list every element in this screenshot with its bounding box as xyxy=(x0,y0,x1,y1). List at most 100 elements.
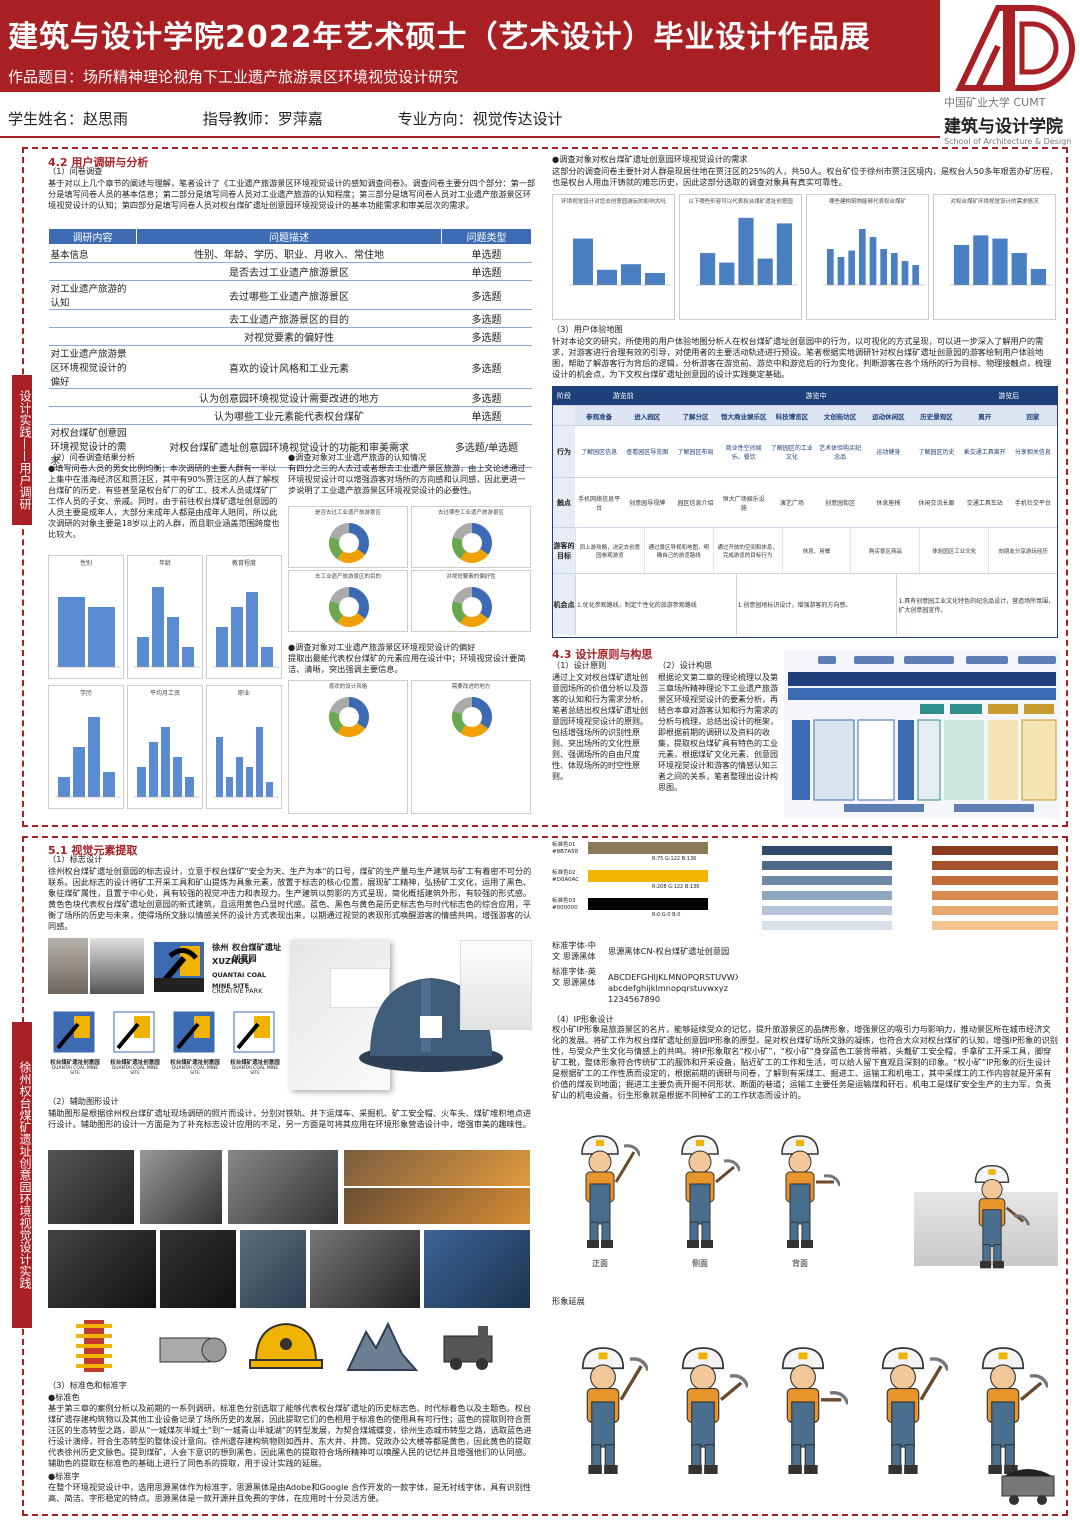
site-photo xyxy=(160,1230,236,1308)
major-name: 专业方向：视觉传达设计 xyxy=(397,110,563,128)
table-cell: 认为创意园环境视觉设计需要改进的地方 xyxy=(136,388,442,407)
safety-helmet-icon xyxy=(249,1322,323,1369)
mini-chart-title: 教育程度 xyxy=(231,560,256,567)
mini-bar xyxy=(256,727,263,797)
auxiliary-graphics-text: 辅助图形是根据徐州权台煤矿遗址现场调研的照片而设计，分别对铁轨、井下运煤车、采掘… xyxy=(48,1108,532,1129)
journey-cell: 创意园街区 xyxy=(825,500,856,507)
mini-bar xyxy=(182,647,194,667)
mini-chart-bars xyxy=(213,727,279,798)
table-cell xyxy=(48,388,137,407)
auxiliary-color-swatch xyxy=(932,906,1058,915)
demand-chart: 环境视觉设计对您去创意园游玩的影响大吗 xyxy=(552,194,675,320)
journey-cell: 手机社交平台 xyxy=(1014,500,1051,507)
logo-variant: 权台煤矿遗址创意园 QUANTAI COAL MINE SITE xyxy=(48,1010,102,1086)
school-logo-text: 中国矿业大学 CUMT 建筑与设计学院 School of Architectu… xyxy=(944,94,1078,146)
standard-color-swatch xyxy=(588,870,708,882)
logo-variant-mark-icon xyxy=(113,1011,155,1053)
header-divider xyxy=(0,136,940,138)
journey-cell: 查看园区导览图 xyxy=(626,449,669,456)
ip-design-subtitle: （4）IP形象设计 xyxy=(552,1014,614,1024)
table-cell: 多选题 xyxy=(441,280,532,310)
color-font-subtitle: （3）标准色和标准字 xyxy=(48,1380,127,1390)
questionnaire-text: 基于对以上几个章节的阐述与理解，笔者设计了《工业遗产旅游景区环境视觉设计的感知调… xyxy=(48,178,536,210)
mini-bar xyxy=(88,607,115,667)
table-row: 去工业遗产旅游景区的目的 多选题 xyxy=(48,309,532,328)
demand-bar xyxy=(954,245,970,285)
pie-chart-title: 喜欢的设计风格 xyxy=(328,684,368,690)
table-cell: 多选题/单选题 xyxy=(441,424,532,468)
site-photo xyxy=(48,1150,134,1224)
pie-chart: 需要改进的地方 xyxy=(411,680,531,814)
logo-design-text: 徐州权台煤矿遗址创意园的标志设计，立意于权台煤矿“安全为天、生产为本”的口号，煤… xyxy=(48,866,532,931)
journey-cell: 了解园区信息 xyxy=(581,449,618,456)
journey-column-header: 参观准备 xyxy=(586,412,613,421)
demand-chart: 以下哪些形容可以代表权台煤矿遗址创意园 xyxy=(679,194,802,320)
pie-chart-title: 需要改进的地方 xyxy=(451,684,491,690)
pie-chart: 对视觉要素的偏好性 xyxy=(411,570,531,632)
chimney-photo xyxy=(48,938,88,994)
logo-card-pinyin: XUZHOU xyxy=(212,956,252,966)
journey-cell: 恒大广场娱乐设施 xyxy=(722,495,765,512)
mini-chart: 学历 xyxy=(48,685,124,809)
project-title: 作品题目：场所精神理论视角下工业遗产旅游景区环境视觉设计研究 xyxy=(8,68,459,86)
principle-text: 通过上文对权台煤矿遗址创意园场所的价值分析以及游客的认知和行为需求分析，笔者总结… xyxy=(552,673,648,781)
logo-variant-en: QUANTAI COAL MINE SITE xyxy=(51,1066,99,1076)
mini-bar xyxy=(152,587,164,667)
pie-svg xyxy=(452,523,492,563)
school-name: 建筑与设计学院 xyxy=(944,117,1063,137)
standard-color-text: 基于第三章的案例分析以及前期的一系列调研，标准色分别选取了能够代表权台煤矿遗址的… xyxy=(48,1403,532,1468)
auxiliary-color-swatch xyxy=(762,861,892,870)
journey-row-label xyxy=(553,406,575,425)
journey-cell: 了解园区布局 xyxy=(677,449,714,456)
pie-chart: 是否去过工业遗产旅游景区 xyxy=(288,506,408,568)
table-header: 问题描述 xyxy=(136,228,442,245)
header: 建筑与设计学院2022年艺术硕士（艺术设计）毕业设计作品展 作品题目：场所精神理… xyxy=(0,0,1080,140)
demand-bar xyxy=(621,264,641,285)
auxiliary-color-swatch xyxy=(762,876,892,885)
user-journey-map: 阶段 游览前 游览中 游览后 参观准备 进入园区 了解分区 恒大商业娱乐区 科技博览区 文… xyxy=(552,386,1058,638)
journey-cell: 向朋友分享游玩经历 xyxy=(988,528,1057,573)
mini-bar xyxy=(58,597,85,667)
standard-font-text: 在整个环境视觉设计中，选用思源黑体作为标准字，思源黑体是由Adobe和Googl… xyxy=(48,1482,532,1503)
journey-cell: 创意园导视牌 xyxy=(629,500,666,507)
table-header: 调研内容 xyxy=(48,228,137,245)
standard-font-title: ●标准字 xyxy=(48,1471,80,1481)
ip-character-extensions xyxy=(552,1306,1058,1510)
auxiliary-color-swatch xyxy=(762,891,892,900)
practice-side-tab: 徐州权台煤矿遗址创意园环境视觉设计实践 xyxy=(12,1022,32,1328)
journey-column-header: 科技博览区 xyxy=(775,412,809,421)
demand-title: ●调查对象对权台煤矿遗址创意园环境视觉设计的需求 xyxy=(552,154,748,164)
mini-bar xyxy=(246,592,258,667)
table-cell xyxy=(48,406,137,425)
demand-text: 这部分的调查问卷主要针对人群是现居住地在贾汪区的25%的人，共50人。权台矿位于… xyxy=(552,166,1058,187)
concept-subtitle: （2）设计构思 xyxy=(658,660,713,670)
pie-slice xyxy=(460,717,489,737)
mini-chart: 职业 xyxy=(206,685,282,809)
demand-bar xyxy=(1011,253,1027,285)
pie-slice xyxy=(337,543,366,563)
journey-column-header: 历史景观区 xyxy=(920,412,953,421)
demand-chart-title: 哪些建构筑物能够代表权台煤矿 xyxy=(828,199,906,205)
cognition-text: ●调查对象对工业遗产旅游的认知情况 有四分之三的人去过或者想去工业遗产景区旅游，… xyxy=(288,452,526,495)
section-4-3-title: 4.3 设计原则与构思 xyxy=(552,648,653,661)
journey-cell: 了解园区历史 xyxy=(918,449,955,456)
ip-character-view-icon xyxy=(581,1135,640,1248)
demand-bar-charts: 环境视觉设计对您去创意园游玩的影响大吗 以下哪些形容可以代表权台煤矿遗址创意园 哪些… xyxy=(552,194,1058,322)
questionnaire-subtitle: （1）问卷调查 xyxy=(48,166,103,176)
pie-slice xyxy=(349,523,369,555)
standard-color-label: 标准色01 #8B7A58 xyxy=(552,842,579,855)
journey-column-header: 离开 xyxy=(978,412,992,421)
journey-cell: 交通工具车站 xyxy=(966,500,1003,507)
auxiliary-color-swatch xyxy=(932,846,1058,855)
site-photo xyxy=(140,1150,222,1224)
font-sample-cn: 思源黑体CN-权台煤矿遗址创意园 xyxy=(608,946,730,956)
demand-bar xyxy=(859,229,866,285)
ip-character-view-icon xyxy=(781,1135,840,1248)
table-cell: 去过哪些工业遗产旅游景区 xyxy=(136,280,442,310)
demand-bar xyxy=(645,273,665,285)
demand-bar xyxy=(837,257,845,285)
pie-slice xyxy=(337,607,366,627)
ip-view-label: 背面 xyxy=(792,1259,808,1268)
locomotive-icon xyxy=(443,1326,493,1370)
mini-bar xyxy=(266,782,273,797)
